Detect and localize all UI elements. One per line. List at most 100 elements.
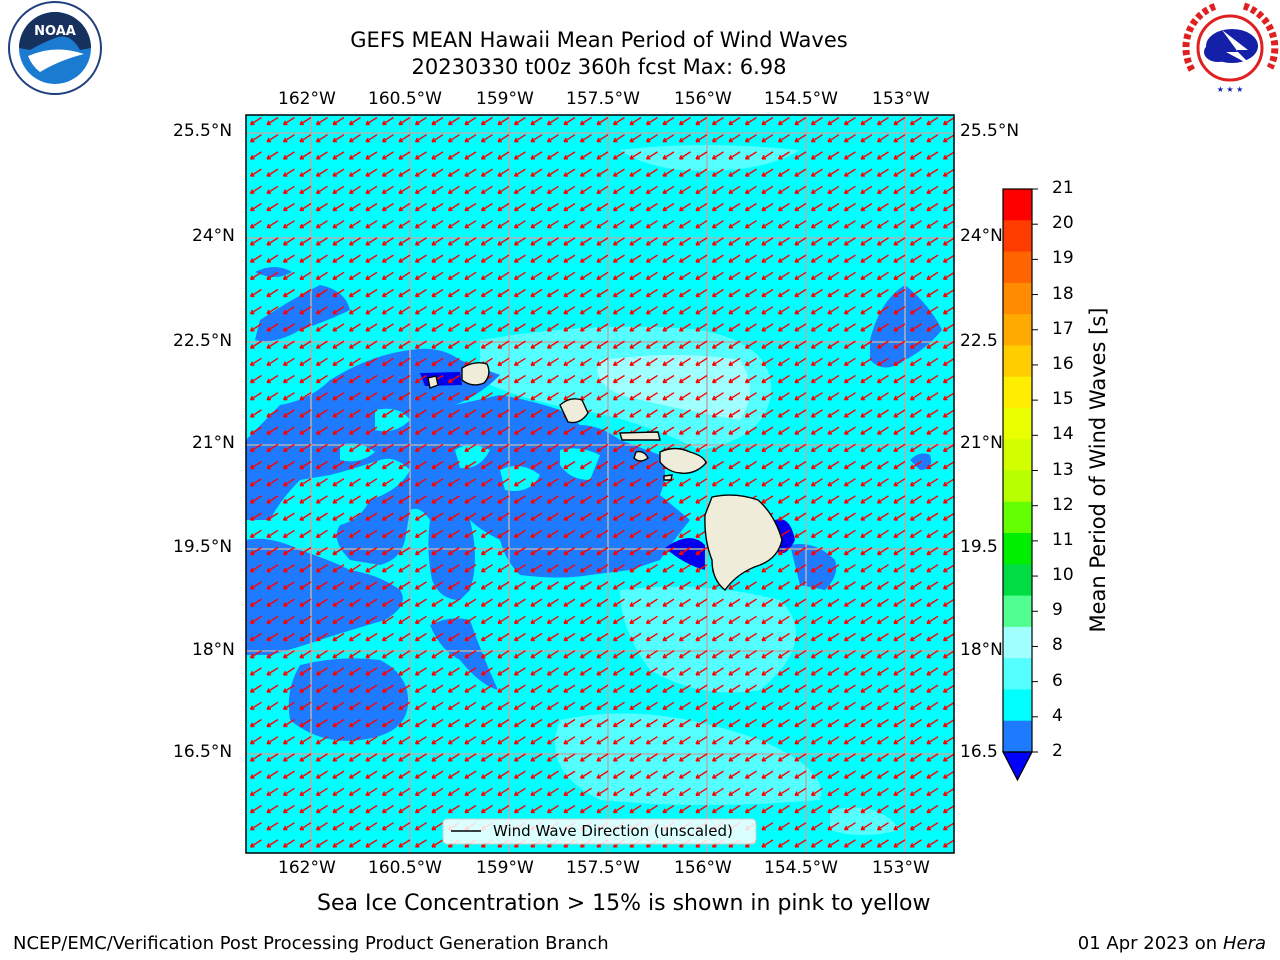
direction-arrow bbox=[810, 667, 823, 676]
direction-arrow bbox=[794, 168, 807, 177]
direction-arrow bbox=[315, 288, 328, 298]
direction-arrow bbox=[926, 306, 939, 315]
direction-arrow bbox=[777, 736, 790, 745]
direction-arrow bbox=[266, 237, 279, 246]
direction-arrow bbox=[348, 134, 361, 143]
direction-arrow bbox=[579, 718, 592, 728]
direction-arrow bbox=[711, 615, 724, 624]
direction-arrow bbox=[596, 151, 609, 160]
direction-arrow bbox=[761, 667, 774, 676]
direction-arrow bbox=[249, 271, 262, 280]
direction-arrow bbox=[711, 151, 724, 160]
direction-arrow bbox=[546, 701, 559, 710]
direction-arrow bbox=[365, 529, 378, 538]
direction-arrow bbox=[876, 650, 889, 659]
direction-arrow bbox=[860, 718, 873, 728]
direction-arrow bbox=[332, 340, 345, 349]
direction-arrow bbox=[332, 512, 345, 521]
direction-arrow bbox=[513, 340, 526, 349]
direction-arrow bbox=[497, 460, 510, 470]
direction-arrow bbox=[876, 306, 889, 315]
direction-arrow bbox=[860, 116, 873, 126]
direction-arrow bbox=[414, 168, 427, 177]
lon-tick-top: 157.5°W bbox=[566, 89, 640, 109]
direction-arrow bbox=[348, 632, 361, 642]
direction-arrow bbox=[282, 271, 295, 280]
direction-arrow bbox=[563, 787, 576, 796]
direction-arrow bbox=[447, 632, 460, 642]
direction-arrow bbox=[332, 822, 345, 831]
direction-arrow bbox=[827, 667, 840, 676]
direction-arrow bbox=[662, 512, 675, 521]
direction-arrow bbox=[876, 495, 889, 504]
direction-arrow bbox=[480, 340, 493, 349]
direction-arrow bbox=[431, 753, 444, 762]
direction-arrow bbox=[299, 202, 312, 212]
direction-arrow bbox=[860, 357, 873, 366]
direction-arrow bbox=[398, 271, 411, 280]
direction-arrow bbox=[249, 753, 262, 762]
direction-arrow bbox=[942, 546, 954, 556]
direction-arrow bbox=[876, 374, 889, 384]
direction-arrow bbox=[876, 546, 889, 556]
direction-arrow bbox=[662, 753, 675, 762]
direction-arrow bbox=[909, 460, 922, 470]
direction-arrow bbox=[794, 185, 807, 194]
direction-arrow bbox=[480, 684, 493, 693]
direction-arrow bbox=[579, 512, 592, 521]
direction-arrow bbox=[365, 478, 378, 487]
direction-arrow bbox=[282, 340, 295, 349]
direction-arrow bbox=[876, 736, 889, 745]
direction-arrow bbox=[860, 168, 873, 177]
direction-arrow bbox=[810, 598, 823, 607]
direction-arrow bbox=[728, 254, 741, 263]
direction-arrow bbox=[662, 478, 675, 487]
direction-arrow bbox=[843, 581, 856, 590]
direction-arrow bbox=[299, 632, 312, 642]
direction-arrow bbox=[810, 168, 823, 177]
svg-text:★ ★ ★: ★ ★ ★ bbox=[1217, 85, 1244, 94]
direction-arrow bbox=[398, 822, 411, 831]
direction-arrow bbox=[299, 306, 312, 315]
direction-arrow bbox=[398, 736, 411, 745]
direction-arrow bbox=[860, 564, 873, 573]
direction-arrow bbox=[530, 546, 543, 556]
direction-arrow bbox=[695, 185, 708, 194]
direction-arrow bbox=[249, 684, 262, 693]
direction-arrow bbox=[843, 134, 856, 143]
direction-arrow bbox=[777, 718, 790, 728]
direction-arrow bbox=[546, 220, 559, 229]
direction-arrow bbox=[266, 632, 279, 642]
direction-arrow bbox=[480, 770, 493, 779]
direction-arrow bbox=[282, 323, 295, 332]
direction-arrow bbox=[315, 357, 328, 366]
direction-arrow bbox=[513, 736, 526, 745]
direction-arrow bbox=[645, 409, 658, 418]
direction-arrow bbox=[480, 529, 493, 538]
direction-arrow bbox=[530, 392, 543, 401]
direction-arrow bbox=[480, 116, 493, 126]
direction-arrow bbox=[348, 374, 361, 384]
direction-arrow bbox=[266, 306, 279, 315]
direction-arrow bbox=[513, 443, 526, 452]
direction-arrow bbox=[282, 116, 295, 126]
direction-arrow bbox=[381, 632, 394, 642]
direction-arrow bbox=[678, 529, 691, 538]
direction-arrow bbox=[810, 495, 823, 504]
direction-arrow bbox=[431, 271, 444, 280]
direction-arrow bbox=[645, 443, 658, 452]
direction-arrow bbox=[629, 357, 642, 366]
direction-arrow bbox=[431, 185, 444, 194]
direction-arrow bbox=[827, 581, 840, 590]
direction-arrow bbox=[728, 237, 741, 246]
direction-arrow bbox=[761, 839, 774, 848]
direction-arrow bbox=[810, 357, 823, 366]
direction-arrow bbox=[249, 701, 262, 710]
direction-arrow bbox=[711, 753, 724, 762]
direction-arrow bbox=[348, 753, 361, 762]
direction-arrow bbox=[794, 271, 807, 280]
direction-arrow bbox=[513, 116, 526, 126]
direction-arrow bbox=[530, 512, 543, 521]
direction-arrow bbox=[942, 202, 954, 212]
direction-arrow bbox=[563, 667, 576, 676]
